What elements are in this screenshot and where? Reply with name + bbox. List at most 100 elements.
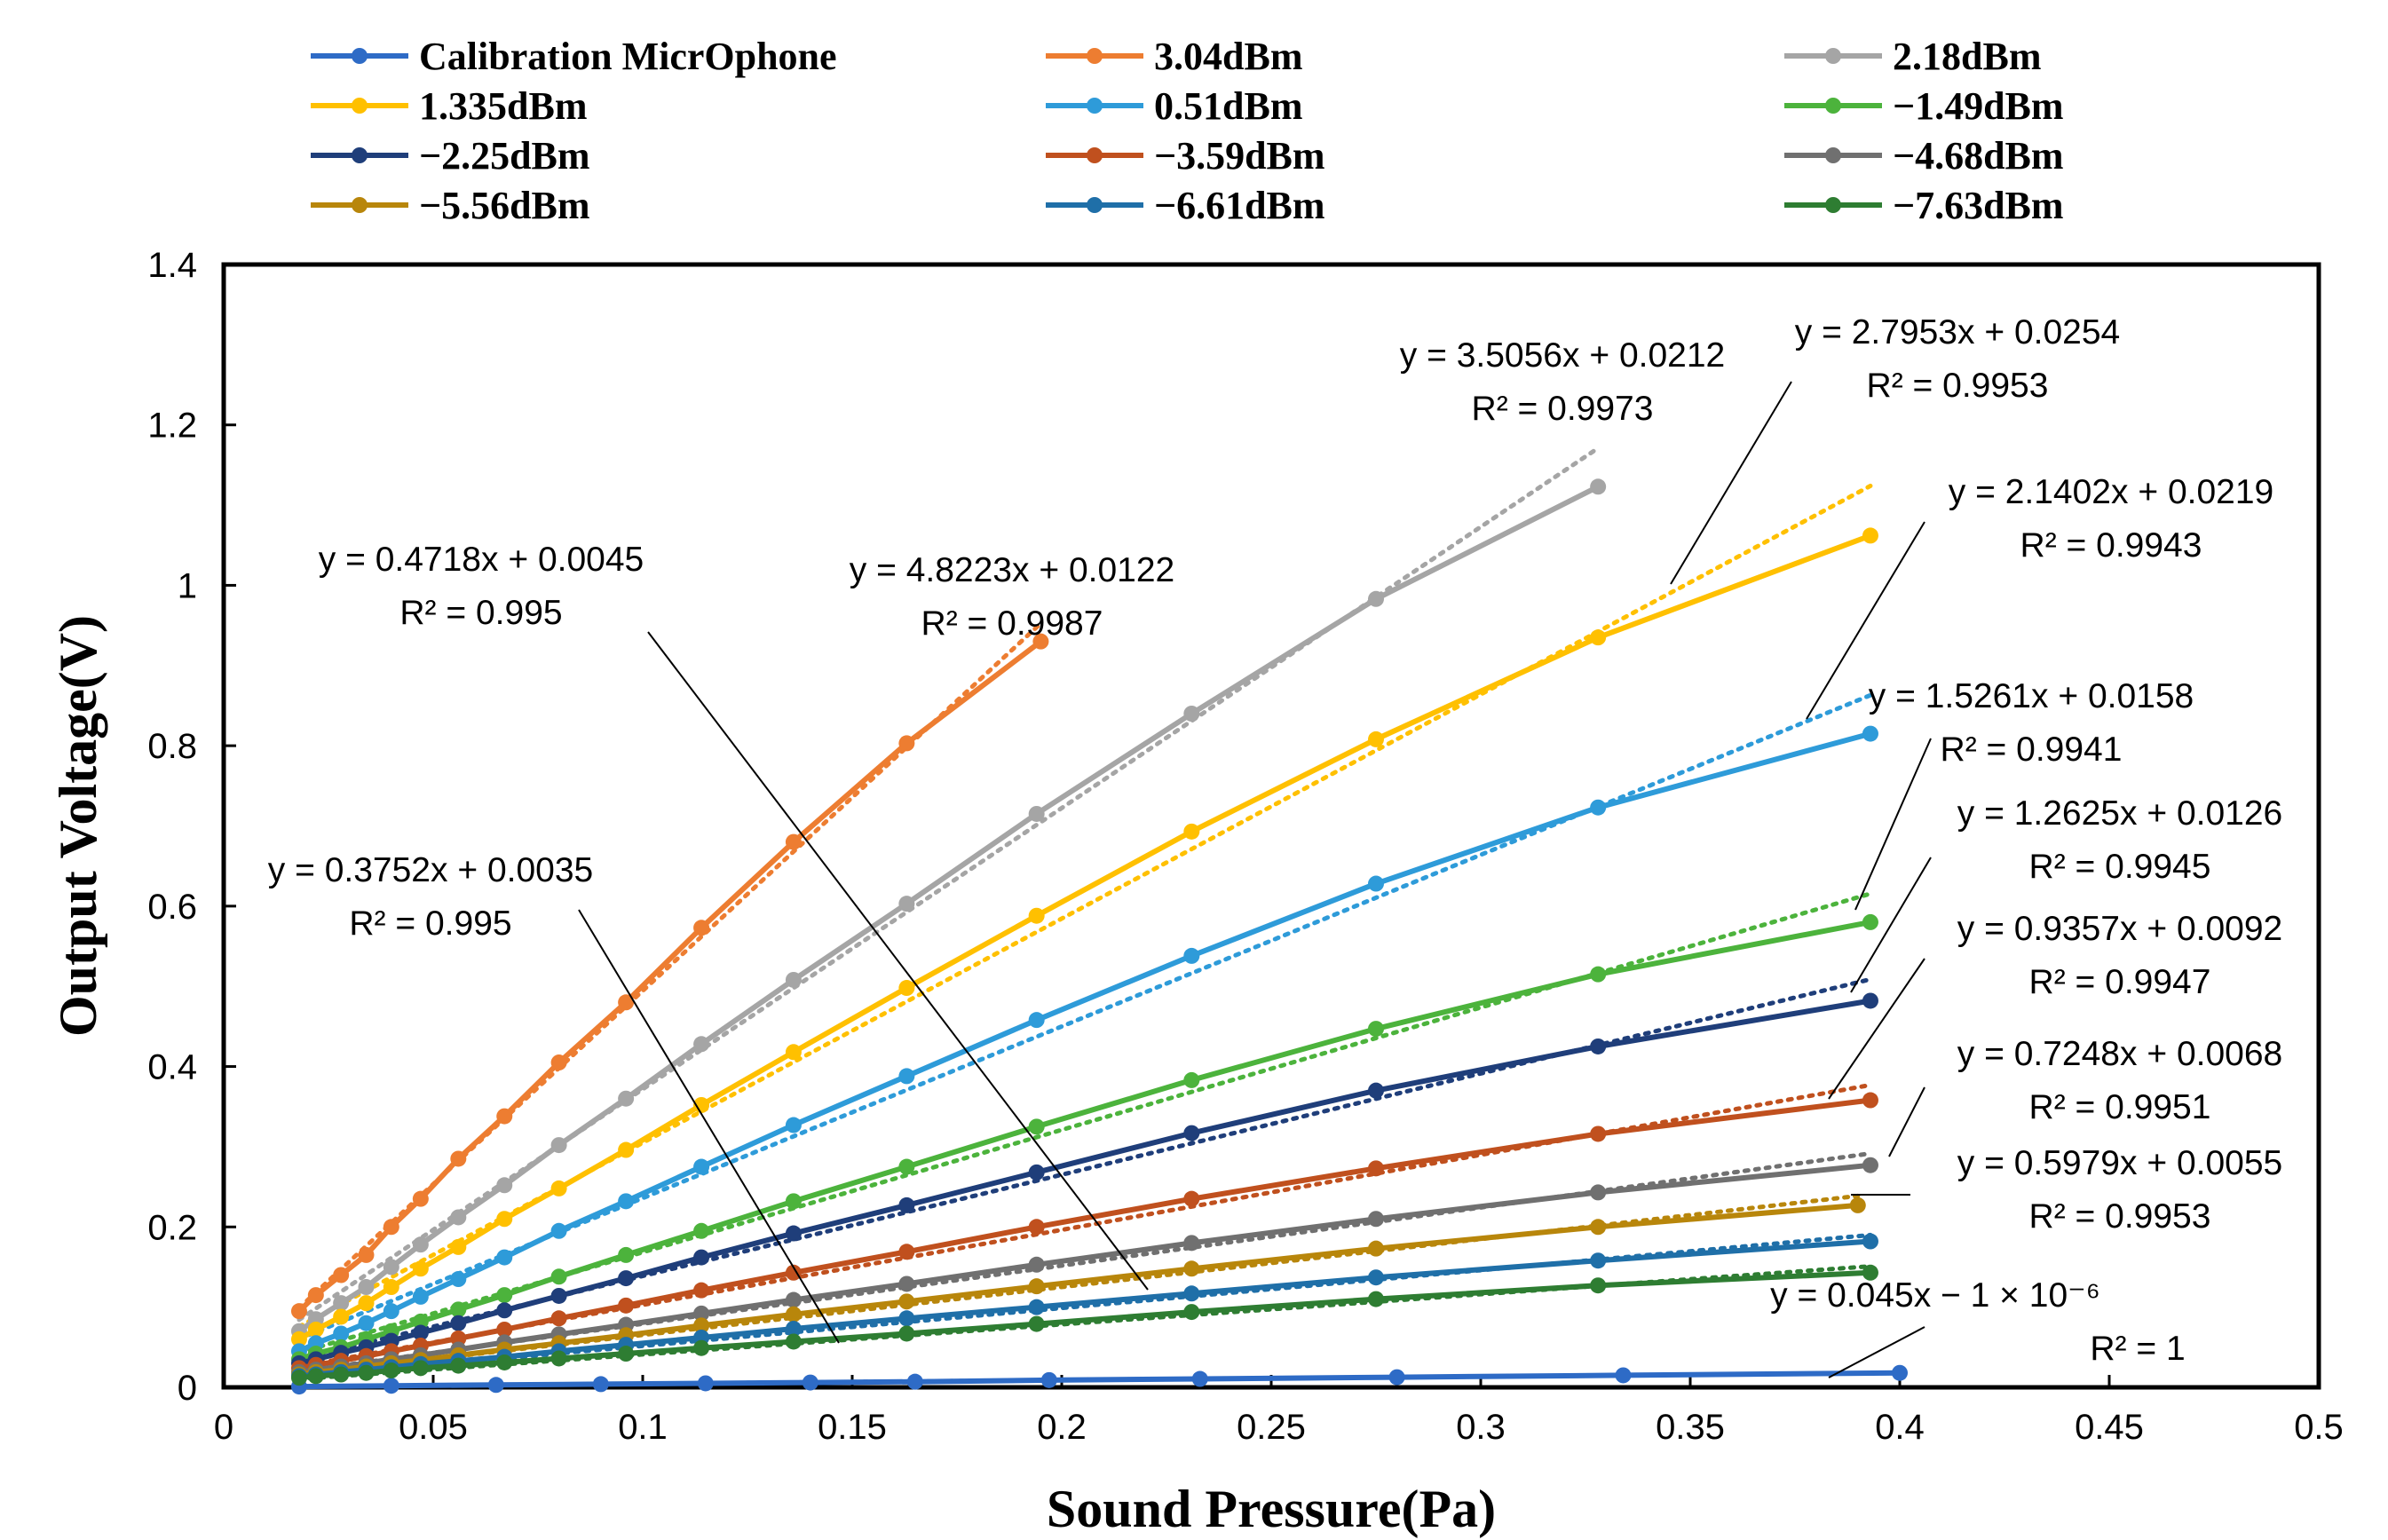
data-point	[898, 896, 915, 912]
data-point	[1040, 1371, 1057, 1388]
data-point	[785, 971, 802, 988]
data-point	[496, 1177, 513, 1194]
legend-label-10: −6.61dBm	[1154, 184, 1325, 227]
data-point	[307, 1287, 324, 1304]
data-point	[1183, 706, 1200, 722]
data-point	[1028, 1012, 1045, 1029]
data-point	[693, 1249, 710, 1266]
y-axis-title: Output Voltage(V)	[49, 615, 107, 1037]
r2-label-11: R² = 0.995	[349, 904, 511, 943]
data-point	[785, 833, 802, 850]
data-point	[290, 1370, 307, 1386]
axis-titles: Sound Pressure(Pa) Output Voltage(V)	[49, 615, 1496, 1538]
r2-label-7: R² = 0.9947	[2029, 963, 2211, 1001]
data-point	[450, 1238, 467, 1255]
equation-label-6: y = 1.2625x + 0.0126	[1957, 794, 2282, 833]
data-point	[1590, 1252, 1607, 1269]
data-point	[693, 1222, 710, 1239]
r2-label-2: R² = 0.9973	[1472, 390, 1654, 428]
data-point	[1368, 590, 1384, 607]
data-point	[1183, 1304, 1200, 1321]
x-tick-label-5: 0.25	[1237, 1408, 1306, 1447]
x-tick-label-3: 0.15	[818, 1408, 887, 1447]
data-point	[1191, 1370, 1208, 1387]
data-point	[898, 1068, 915, 1085]
data-point	[1368, 1211, 1384, 1228]
data-point	[693, 1282, 710, 1299]
data-point	[1590, 799, 1607, 816]
data-point	[785, 1333, 802, 1350]
data-point	[1028, 1219, 1045, 1236]
data-point	[898, 1244, 915, 1260]
data-point	[785, 1044, 802, 1061]
data-point	[487, 1377, 504, 1394]
data-point	[450, 1150, 467, 1167]
r2-label-0: R² = 1	[2090, 1330, 2185, 1368]
data-point	[290, 1303, 307, 1320]
data-point	[898, 1325, 915, 1342]
data-point	[1028, 1164, 1045, 1181]
legend-marker-8	[1825, 147, 1841, 163]
data-point	[496, 1249, 513, 1266]
data-point	[898, 735, 915, 752]
legend-label-11: −7.63dBm	[1893, 184, 2064, 227]
legend-label-3: 1.335dBm	[419, 84, 587, 128]
data-point	[1590, 1184, 1607, 1201]
data-point	[1590, 478, 1607, 495]
axes: 0 0.05 0.1 0.15 0.2 0.25 0.3 0.35 0.4 0.45 0.5 0 0.2…	[147, 246, 2343, 1447]
equation-label-9: y = 0.5979x + 0.0055	[1957, 1144, 2282, 1182]
legend-label-5: −1.49dBm	[1893, 84, 2064, 128]
data-point	[412, 1324, 429, 1341]
data-point	[785, 1193, 802, 1210]
data-point	[1032, 633, 1049, 650]
data-point	[333, 1308, 350, 1325]
equation-label-8: y = 0.7248x + 0.0068	[1957, 1035, 2282, 1073]
data-point	[450, 1330, 467, 1347]
data-point	[1849, 1196, 1866, 1213]
equation-label-10: y = 0.4718x + 0.0045	[319, 541, 644, 579]
data-point	[550, 1054, 567, 1071]
equation-leader-10	[647, 631, 1149, 1291]
data-point	[785, 1321, 802, 1338]
r2-label-8: R² = 0.9951	[2029, 1088, 2211, 1126]
data-point	[618, 1270, 635, 1287]
r2-label-4: R² = 0.9943	[2020, 526, 2202, 565]
data-point	[412, 1360, 429, 1377]
data-point	[1183, 1071, 1200, 1088]
equation-labels: y = 0.045x − 1 × 10⁻⁶ R² = 1 y = 4.8223x +…	[268, 313, 2282, 1368]
x-tick-label-4: 0.2	[1037, 1408, 1087, 1447]
data-point	[1183, 947, 1200, 964]
legend-label-8: −4.68dBm	[1893, 134, 2064, 178]
data-point	[383, 1279, 399, 1296]
data-point	[618, 1346, 635, 1362]
data-point	[358, 1246, 375, 1263]
data-point	[785, 1225, 802, 1242]
r2-label-5: R² = 0.9941	[1941, 731, 2123, 769]
x-tick-label-10: 0.5	[2294, 1408, 2344, 1447]
data-point	[693, 1339, 710, 1356]
legend-label-6: −2.25dBm	[419, 134, 590, 178]
data-point	[358, 1315, 375, 1331]
equation-leader-11	[578, 909, 840, 1344]
data-point	[412, 1260, 429, 1277]
equation-leader-5	[1854, 738, 1932, 911]
y-tick-label-2: 0.4	[147, 1048, 197, 1087]
data-point	[1368, 1240, 1384, 1257]
legend-label-1: 3.04dBm	[1154, 35, 1302, 78]
data-point	[693, 1036, 710, 1053]
data-point	[1862, 1233, 1878, 1250]
data-point	[496, 1287, 513, 1304]
data-point	[1028, 805, 1045, 822]
data-point	[898, 1293, 915, 1310]
legend-label-9: −5.56dBm	[419, 184, 590, 227]
x-axis-title: Sound Pressure(Pa)	[1047, 1480, 1496, 1538]
y-tick-label-1: 0.2	[147, 1208, 197, 1247]
data-point	[898, 1275, 915, 1292]
legend-marker-9	[352, 197, 368, 213]
data-point	[1862, 527, 1878, 544]
data-point	[496, 1211, 513, 1228]
data-point	[496, 1354, 513, 1370]
data-point	[1590, 629, 1607, 646]
series-3	[290, 527, 1878, 1347]
data-point	[383, 1362, 399, 1379]
